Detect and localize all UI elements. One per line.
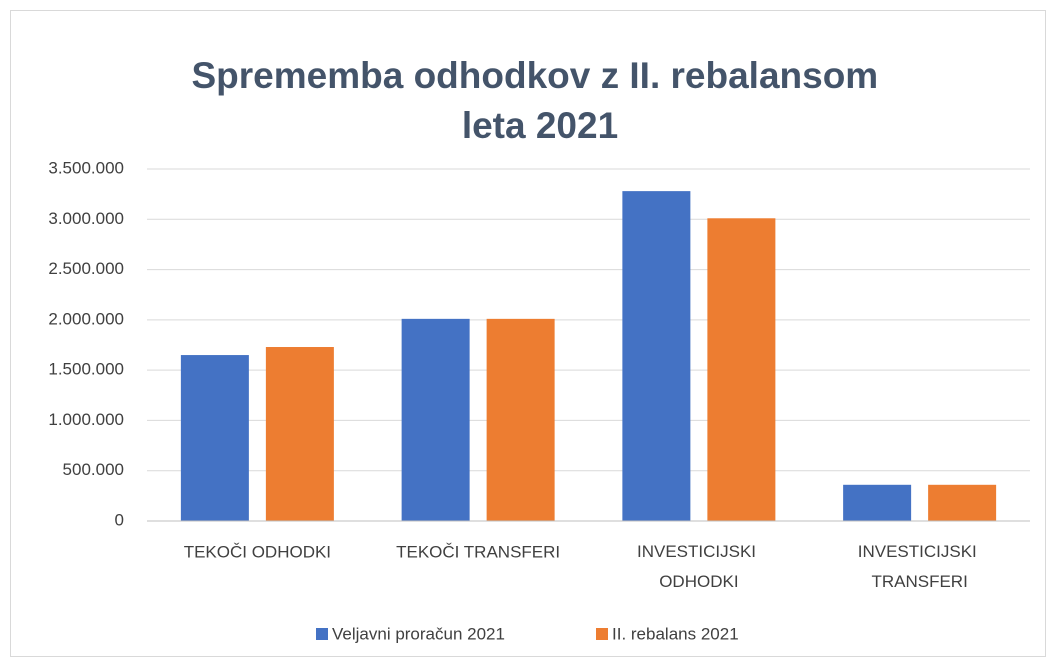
bar — [622, 191, 691, 521]
bar — [265, 347, 334, 521]
x-tick-label: TEKOČI TRANSFERI — [396, 542, 560, 561]
bar — [928, 484, 997, 521]
y-tick-label: 3.000.000 — [48, 209, 124, 228]
y-tick-label: 1.000.000 — [48, 410, 124, 429]
legend-label: II. rebalans 2021 — [612, 624, 739, 643]
x-tick-label: INVESTICIJSKI TRANSFERI — [858, 542, 982, 591]
y-tick-label: 500.000 — [63, 460, 124, 479]
bar — [180, 355, 249, 521]
x-tick-label: TEKOČI ODHODKI — [184, 542, 331, 561]
legend-label: Veljavni proračun 2021 — [332, 624, 505, 643]
legend-swatch — [316, 628, 328, 640]
legend-swatch — [596, 628, 608, 640]
y-tick-label: 2.500.000 — [48, 259, 124, 278]
bar — [401, 318, 470, 521]
x-tick-label: INVESTICIJSKI ODHODKI — [637, 542, 761, 591]
bar — [707, 218, 776, 521]
y-tick-label: 0 — [115, 510, 124, 529]
y-tick-label: 2.000.000 — [48, 309, 124, 328]
y-tick-label: 3.500.000 — [48, 158, 124, 177]
chart-title: Sprememba odhodkov z II. rebalansom leta… — [191, 55, 888, 146]
bar — [843, 484, 912, 521]
y-tick-label: 1.500.000 — [48, 360, 124, 379]
bar — [486, 318, 555, 521]
